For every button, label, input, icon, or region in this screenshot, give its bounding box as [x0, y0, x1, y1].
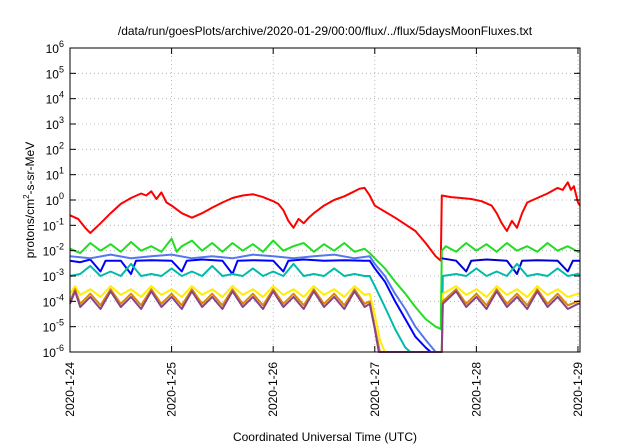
y-axis-label-part-2: -s-sr-MeV: [23, 142, 37, 195]
y-tick-label: 10-3: [43, 267, 64, 284]
y-tick-label: 105: [46, 64, 64, 81]
x-tick-label: 2020-1-26: [266, 362, 280, 417]
y-axis-label: protons/cm2-s-sr-MeV: [22, 142, 37, 258]
x-tick-label: 2020-1-29: [571, 362, 585, 417]
x-axis-label: Coordinated Universal Time (UTC): [233, 430, 417, 444]
y-axis-label-superscript: 2: [22, 194, 31, 199]
x-axis: 2020-1-24 2020-1-25 2020-1-26 2020-1-27 2020…: [63, 48, 585, 417]
series-line-2: [69, 237, 580, 331]
series-line-8: [69, 288, 580, 353]
x-tick-label: 2020-1-28: [469, 362, 483, 417]
y-tick-label: 10-1: [43, 216, 64, 233]
series-line-4: [69, 253, 437, 353]
x-tick-label: 2020-1-24: [63, 362, 77, 417]
y-tick-label: 103: [46, 115, 64, 132]
y-tick-label: 101: [46, 166, 64, 183]
series-line-6: [69, 262, 581, 353]
y-axis: 10-6 10-5 10-4 10-3 10-2 10-1 100 101 102 103 104 1…: [43, 39, 580, 360]
y-tick-label: 102: [46, 140, 64, 157]
x-tick-label: 2020-1-25: [165, 362, 179, 417]
y-axis-label-part-1: protons/cm: [23, 199, 37, 258]
plot-area: [69, 181, 581, 353]
y-tick-label: 106: [46, 39, 64, 56]
series-line-9: [69, 290, 580, 353]
x-tick-label: 2020-1-27: [368, 362, 382, 417]
y-tick-label: 10-5: [43, 318, 64, 335]
series-line-7: [69, 285, 580, 353]
y-tick-label: 10-4: [43, 292, 64, 309]
series-line-3: [69, 258, 432, 353]
series-line-1: [69, 181, 581, 262]
y-tick-label: 100: [46, 191, 64, 208]
y-tick-label: 10-2: [43, 242, 64, 259]
series-line-5: [441, 257, 580, 275]
chart-title: /data/run/goesPlots/archive/2020-01-29/0…: [118, 24, 533, 38]
y-tick-label: 104: [46, 90, 64, 107]
y-tick-label: 10-6: [43, 343, 64, 360]
